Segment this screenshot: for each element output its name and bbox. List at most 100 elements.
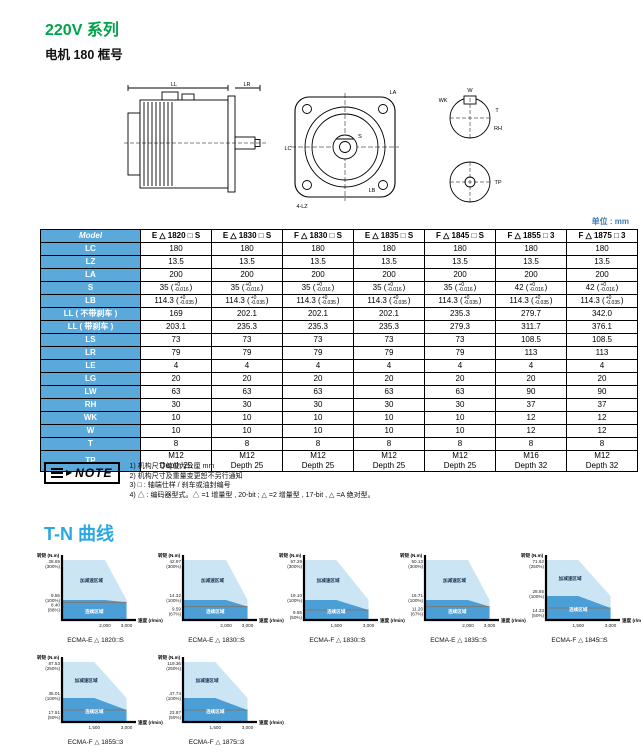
dim-label-la: LA [390,90,397,96]
table-cell: 200 [353,268,425,282]
tn-chart-label: 连续区域 [569,606,588,613]
table-cell: 114.3 (+0 -0.035) [211,294,283,308]
tn-chart-label: 3,000 [242,623,254,628]
tn-chart-label: 3,000 [363,623,375,628]
tn-chart-label: 转矩 (N.m) [521,552,544,559]
tn-chart-caption: ECMA-F △ 1830□S [309,637,366,644]
table-cell: 202.1 [353,307,425,321]
table-cell: 35 (+0 -0.016) [282,281,354,295]
table-cell: M12 Depth 25 [424,450,496,472]
tn-chart-label: 1,500 [331,623,343,628]
table-cell: 4 [353,359,425,373]
table-cell: 13.5 [566,255,638,269]
tn-chart-label: 转矩 (N.m) [158,654,181,661]
table-cell: 79 [282,346,354,360]
table-row: S 35 (+0 -0.016) 35 (+0 -0.016) 35 (+0 -0.016)… [40,281,638,295]
tn-chart-label: (100%) [45,598,60,603]
table-cell: 235.3 [424,307,496,321]
table-cell: 114.3 (+0 -0.035) [495,294,567,308]
tn-chart-label: 连续区域 [327,608,346,615]
tn-chart: 转矩 (N.m) 57.29 (300%) 19.10 (100%) 9.55 (50%) 1… [278,552,405,644]
tn-chart-plot: 转矩 (N.m)87.53(250%) 35.01(100%) 17.51(50%)… [37,654,163,730]
table-cell: 30 [353,398,425,412]
table-row: LB 114.3 (+0 -0.035) 114.3 (+0 -0.035) 114.3 … [40,294,638,308]
tn-chart: 转矩 (N.m) 71.62 (250%) 28.65 (100%) 14.33 (50%)… [520,552,641,644]
tn-chart-label: 加减速区域 [316,577,340,584]
tn-chart-label: (100%) [166,696,181,701]
tn-chart-label: (300%) [45,564,60,569]
table-cell: 376.1 [566,320,638,334]
table-cell: 13.5 [495,255,567,269]
table-cell: 180 [495,242,567,256]
note-line: 4) △ : 编码器型式。△ =1 增量型 , 20-bit ; △ =2 增量… [129,491,375,499]
tn-chart-label: 1,500 [89,725,101,730]
tn-chart-label: 2,000 [220,623,232,628]
table-cell: 8 [566,437,638,451]
note-block: ▶ NOTE 1) 机构尺寸单位为公厘 mm 2) 机构尺寸及重量变更恕不另行通… [44,462,375,500]
tolerance-stack: +0 -0.035 [250,294,265,306]
table-cell: 13.5 [424,255,496,269]
table-cell: 35 (+0 -0.016) [140,281,212,295]
tn-chart-label: 57.29 [291,559,303,564]
table-cell: 63 [282,385,354,399]
table-cell: M12 Depth 25 [353,450,425,472]
table-cell: 202.1 [282,307,354,321]
table-row: LC 180 180 180 180 180 180 180 [40,242,638,256]
tn-chart-label: 16.71 [412,593,424,598]
table-cell: 73 [140,333,212,347]
tn-chart-label: 速度 (r/min) [501,617,526,624]
row-label: T [40,437,141,451]
table-cell: 73 [211,333,283,347]
table-row: WK 10 10 10 10 10 12 12 [40,411,638,425]
tn-chart-plot: 转矩 (N.m)50.13(300%) 16.71(100%) 11.20(67%)… [400,552,526,628]
tn-chart-label: 连续区域 [85,708,104,715]
tn-chart-label: (50%) [532,613,545,618]
row-label: LG [40,372,141,386]
table-cell: 4 [424,359,496,373]
tn-chart-label: (100%) [287,598,302,603]
tolerance-stack: +0 -0.035 [534,294,549,306]
table-cell: 4 [140,359,212,373]
table-cell: 63 [140,385,212,399]
table-cell: 30 [140,398,212,412]
tn-chart-label: (250%) [45,666,60,671]
tn-chart-label: (100%) [166,598,181,603]
tn-charts-row-2: 转矩 (N.m) 87.53 (250%) 35.01 (100%) 17.51 (50%)… [36,654,284,746]
page-title-series: 220V 系列 [45,22,119,39]
table-cell: 8 [140,437,212,451]
tn-chart-label: (100%) [529,594,544,599]
tn-chart-label: 加减速区域 [442,577,466,584]
tn-chart-label: 17.51 [49,710,61,715]
model-name-cell: F △ 1845 □ S [424,229,496,243]
tn-chart-label: (300%) [287,564,302,569]
table-cell: 279.3 [424,320,496,334]
dim-label-lr: LR [243,82,250,88]
tn-chart-label: 3,000 [605,623,617,628]
note-line: 2) 机构尺寸及重量变更恕不另行通知 [129,472,243,480]
table-cell: 200 [282,268,354,282]
tn-chart-label: 2,000 [99,623,111,628]
table-row: LR 79 79 79 79 79 113 113 [40,346,638,360]
note-stripes-icon [51,468,63,478]
tn-chart-plot: 转矩 (N.m)119.36(250%) 47.74(100%) 23.87(50%… [158,654,284,730]
table-cell: 10 [211,424,283,438]
table-cell: 35 (+0 -0.016) [353,281,425,295]
tn-chart-label: 加减速区域 [74,677,98,684]
row-label: WK [40,411,141,425]
table-cell: 37 [495,398,567,412]
model-name-cell: E △ 1820 □ S [140,229,212,243]
tn-chart-label: 9.55 [51,593,60,598]
tn-chart-label: 23.87 [170,710,182,715]
table-row: LA 200 200 200 200 200 200 200 [40,268,638,282]
table-cell: 279.7 [495,307,567,321]
model-header-cell: Model [40,229,141,243]
table-cell: M12 Depth 25 [140,450,212,472]
table-row: LW 63 63 63 63 63 90 90 [40,385,638,399]
motor-outline-drawing: LL LR LC LA LB S 4-LZ W WK T RH TP [124,82,502,210]
table-cell: 90 [566,385,638,399]
tn-chart-label: 连续区域 [206,608,225,615]
table-cell: 73 [424,333,496,347]
